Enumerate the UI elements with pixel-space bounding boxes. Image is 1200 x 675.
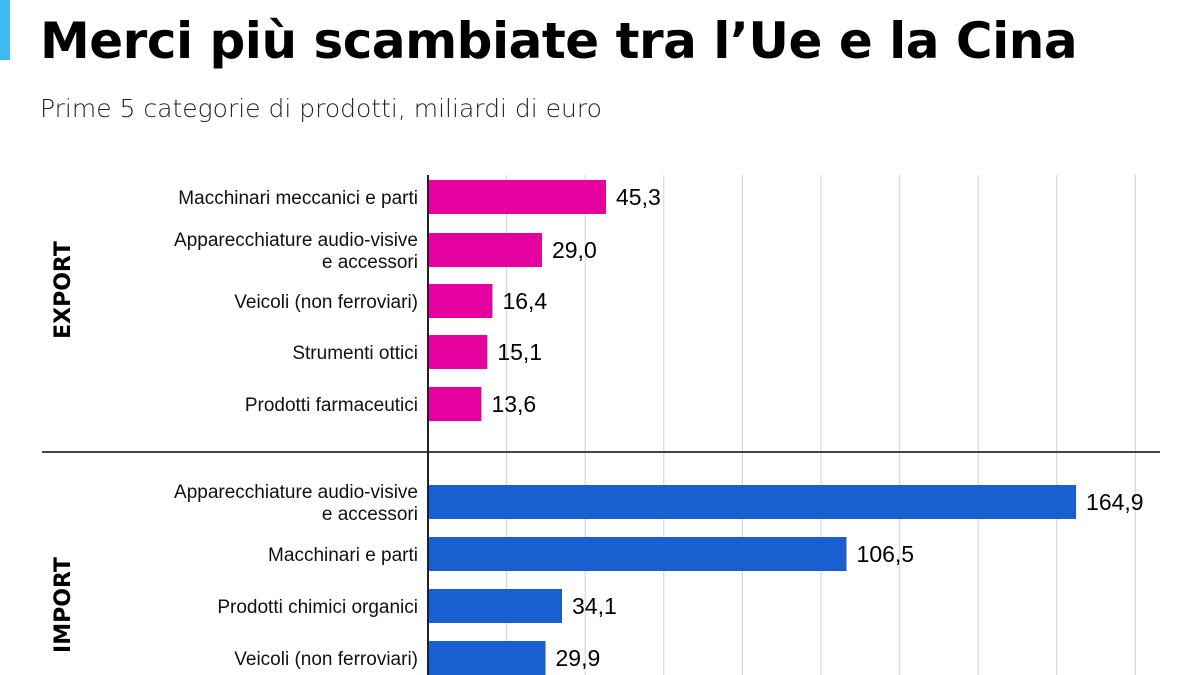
value-label: 45,3 <box>616 184 661 210</box>
bar <box>428 284 493 318</box>
value-label: 29,9 <box>556 645 601 671</box>
category-label: Veicoli (non ferroviari) <box>234 292 418 313</box>
chart-title: Merci più scambiate tra l’Ue e la Cina <box>40 12 1078 70</box>
value-label: 106,5 <box>857 541 915 567</box>
bar <box>428 589 563 623</box>
bar <box>428 485 1077 519</box>
category-label: Prodotti chimici organici <box>217 597 418 618</box>
category-label: Prodotti farmaceutici <box>245 395 418 416</box>
bar <box>428 537 847 571</box>
category-label: Apparecchiature audio-visive <box>174 482 418 503</box>
bar <box>428 180 607 214</box>
chart-subtitle: Prime 5 categorie di prodotti, miliardi … <box>40 94 602 123</box>
category-label: e accessori <box>322 504 418 525</box>
value-label: 34,1 <box>572 593 617 619</box>
bar <box>428 387 482 421</box>
group-label-import: IMPORT <box>51 557 76 653</box>
value-label: 13,6 <box>491 391 536 417</box>
category-label: e accessori <box>322 252 418 273</box>
category-label: Macchinari meccanici e parti <box>178 188 418 209</box>
value-label: 29,0 <box>552 237 597 263</box>
bar <box>428 335 488 369</box>
group-label-export: EXPORT <box>51 241 76 339</box>
category-label: Strumenti ottici <box>292 343 418 364</box>
value-label: 16,4 <box>502 288 547 314</box>
bar <box>428 641 546 675</box>
category-label: Veicoli (non ferroviari) <box>234 649 418 670</box>
value-label: 164,9 <box>1086 489 1144 515</box>
value-label: 15,1 <box>497 339 542 365</box>
category-label: Macchinari e parti <box>268 545 418 566</box>
category-label: Apparecchiature audio-visive <box>174 230 418 251</box>
bar <box>428 233 542 267</box>
title-accent-bar <box>0 0 10 60</box>
